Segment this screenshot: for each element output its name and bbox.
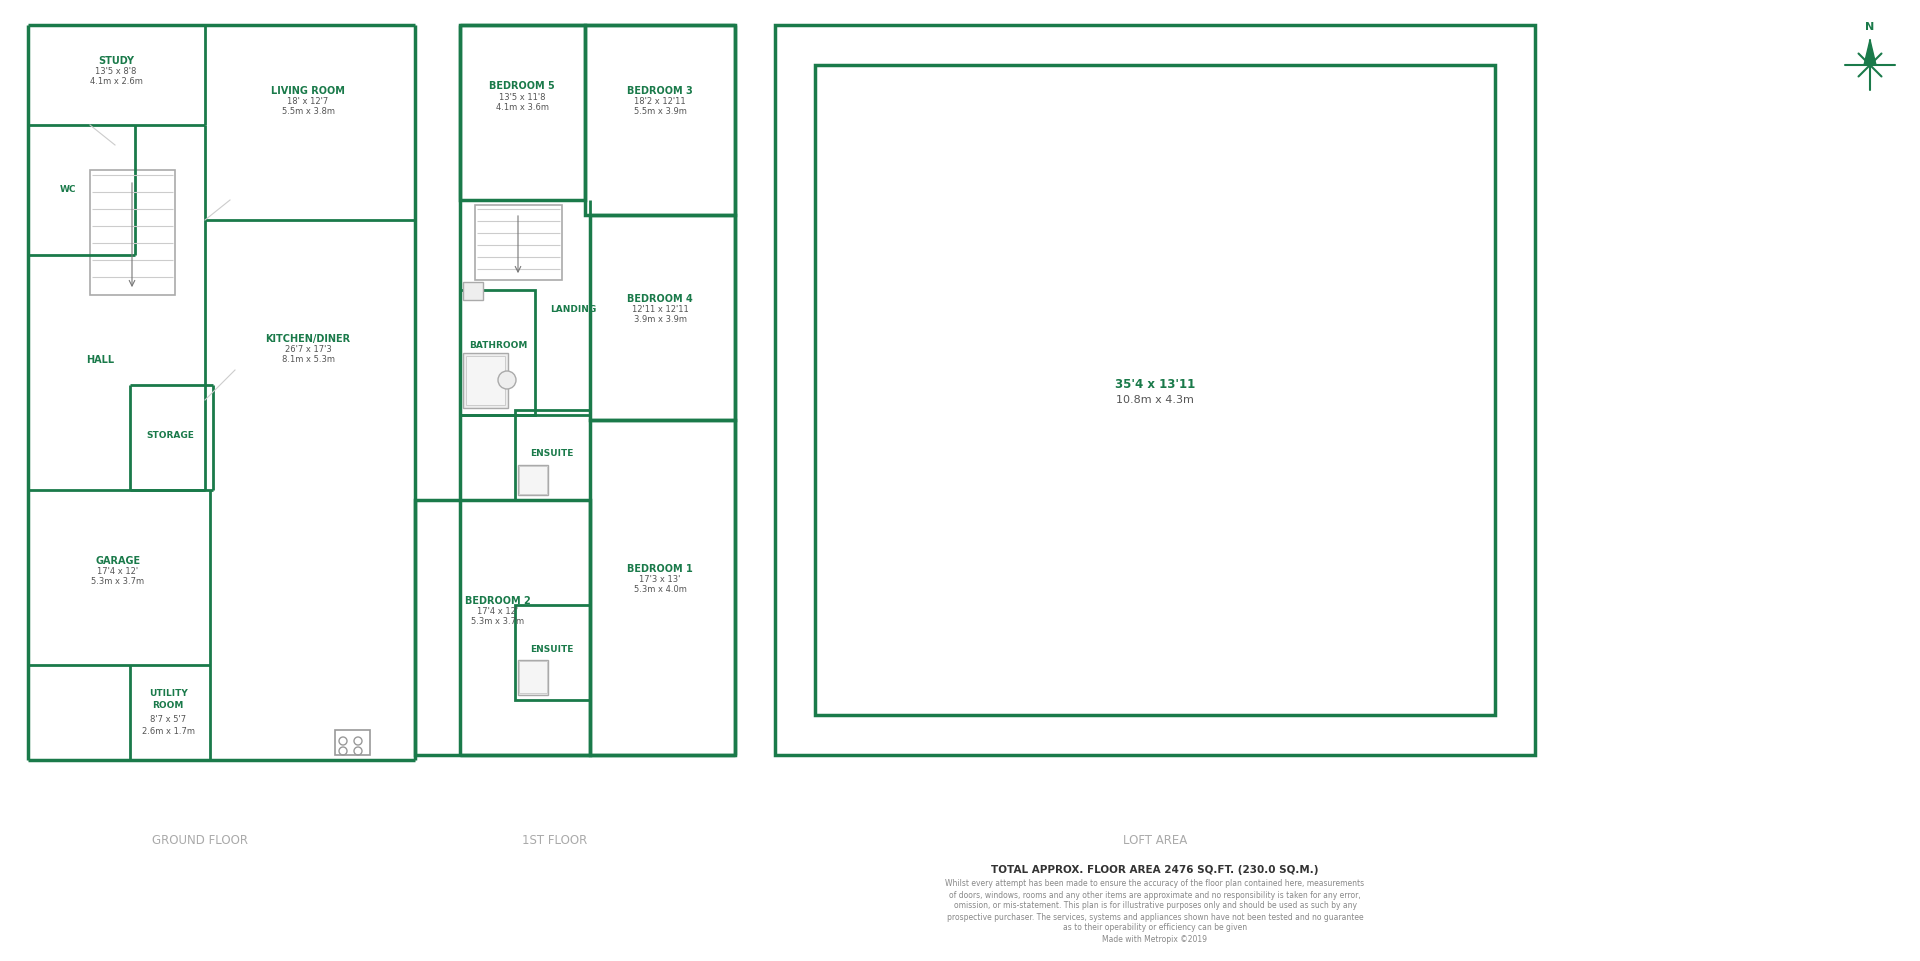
Text: TOTAL APPROX. FLOOR AREA 2476 SQ.FT. (230.0 SQ.M.): TOTAL APPROX. FLOOR AREA 2476 SQ.FT. (23… <box>991 865 1319 875</box>
Text: GARAGE: GARAGE <box>96 556 140 566</box>
Bar <box>518 465 547 495</box>
Text: 18' x 12'7: 18' x 12'7 <box>288 97 328 107</box>
Text: LOFT AREA: LOFT AREA <box>1123 833 1187 847</box>
Text: 5.3m x 3.7m: 5.3m x 3.7m <box>92 578 144 586</box>
Text: 5.3m x 3.7m: 5.3m x 3.7m <box>472 618 524 627</box>
Text: 4.1m x 2.6m: 4.1m x 2.6m <box>90 78 142 86</box>
Bar <box>589 215 735 420</box>
Text: 5.3m x 4.0m: 5.3m x 4.0m <box>634 585 687 595</box>
Text: WC: WC <box>60 185 77 194</box>
Bar <box>461 25 586 200</box>
Polygon shape <box>1864 40 1876 65</box>
Text: UTILITY: UTILITY <box>148 688 188 698</box>
Text: BATHROOM: BATHROOM <box>468 340 528 350</box>
Text: GROUND FLOOR: GROUND FLOOR <box>152 833 248 847</box>
Text: BEDROOM 5: BEDROOM 5 <box>490 81 555 91</box>
Text: as to their operability or efficiency can be given: as to their operability or efficiency ca… <box>1064 924 1248 932</box>
Text: 5.5m x 3.8m: 5.5m x 3.8m <box>282 108 334 116</box>
Text: STUDY: STUDY <box>98 56 134 66</box>
Text: ENSUITE: ENSUITE <box>530 646 574 654</box>
Text: omission, or mis-statement. This plan is for illustrative purposes only and shou: omission, or mis-statement. This plan is… <box>954 901 1357 910</box>
Text: KITCHEN/DINER: KITCHEN/DINER <box>265 334 351 344</box>
Text: STORAGE: STORAGE <box>146 431 194 439</box>
Bar <box>415 500 589 755</box>
Text: BEDROOM 3: BEDROOM 3 <box>628 86 693 96</box>
Bar <box>589 420 735 755</box>
Text: 3.9m x 3.9m: 3.9m x 3.9m <box>634 315 687 325</box>
Text: Whilst every attempt has been made to ensure the accuracy of the floor plan cont: Whilst every attempt has been made to en… <box>945 879 1365 889</box>
Bar <box>518 661 547 693</box>
Bar <box>776 25 1534 755</box>
Text: 13'5 x 11'8: 13'5 x 11'8 <box>499 92 545 102</box>
Text: 35'4 x 13'11: 35'4 x 13'11 <box>1116 379 1194 391</box>
Text: 13'5 x 8'8: 13'5 x 8'8 <box>96 67 136 77</box>
Bar <box>515 410 589 500</box>
Bar <box>467 356 505 405</box>
Text: of doors, windows, rooms and any other items are approximate and no responsibili: of doors, windows, rooms and any other i… <box>948 891 1361 899</box>
Bar <box>461 290 536 415</box>
Text: 2.6m x 1.7m: 2.6m x 1.7m <box>142 727 194 735</box>
Text: 18'2 x 12'11: 18'2 x 12'11 <box>634 97 685 107</box>
Text: 12'11 x 12'11: 12'11 x 12'11 <box>632 306 689 314</box>
Bar <box>463 282 484 300</box>
Bar <box>518 660 547 695</box>
Text: 8'7 x 5'7: 8'7 x 5'7 <box>150 716 186 725</box>
Text: Made with Metropix ©2019: Made with Metropix ©2019 <box>1102 934 1208 944</box>
Bar <box>334 730 371 755</box>
Text: 8.1m x 5.3m: 8.1m x 5.3m <box>282 356 334 364</box>
Text: 10.8m x 4.3m: 10.8m x 4.3m <box>1116 395 1194 405</box>
Text: BEDROOM 2: BEDROOM 2 <box>465 596 530 606</box>
Text: N: N <box>1866 22 1874 32</box>
Bar <box>814 65 1496 715</box>
Bar <box>90 170 175 295</box>
Text: LANDING: LANDING <box>549 306 595 314</box>
Text: BEDROOM 4: BEDROOM 4 <box>628 294 693 304</box>
Text: 4.1m x 3.6m: 4.1m x 3.6m <box>495 103 549 111</box>
Bar <box>474 205 563 280</box>
Text: 17'4 x 12': 17'4 x 12' <box>478 607 518 617</box>
Text: 17'4 x 12': 17'4 x 12' <box>98 568 138 577</box>
Text: BEDROOM 1: BEDROOM 1 <box>628 564 693 574</box>
Text: 17'3 x 13': 17'3 x 13' <box>639 576 682 584</box>
Bar <box>463 353 509 408</box>
Text: 5.5m x 3.9m: 5.5m x 3.9m <box>634 108 687 116</box>
Bar <box>586 25 735 215</box>
Text: 1ST FLOOR: 1ST FLOOR <box>522 833 588 847</box>
Bar <box>518 466 547 494</box>
Text: prospective purchaser. The services, systems and appliances shown have not been : prospective purchaser. The services, sys… <box>947 913 1363 922</box>
Text: ROOM: ROOM <box>152 701 184 709</box>
Bar <box>515 605 589 700</box>
Text: HALL: HALL <box>86 355 113 365</box>
Text: 26'7 x 17'3: 26'7 x 17'3 <box>284 346 332 355</box>
Circle shape <box>497 371 516 389</box>
Text: LIVING ROOM: LIVING ROOM <box>271 86 346 96</box>
Text: ENSUITE: ENSUITE <box>530 449 574 457</box>
